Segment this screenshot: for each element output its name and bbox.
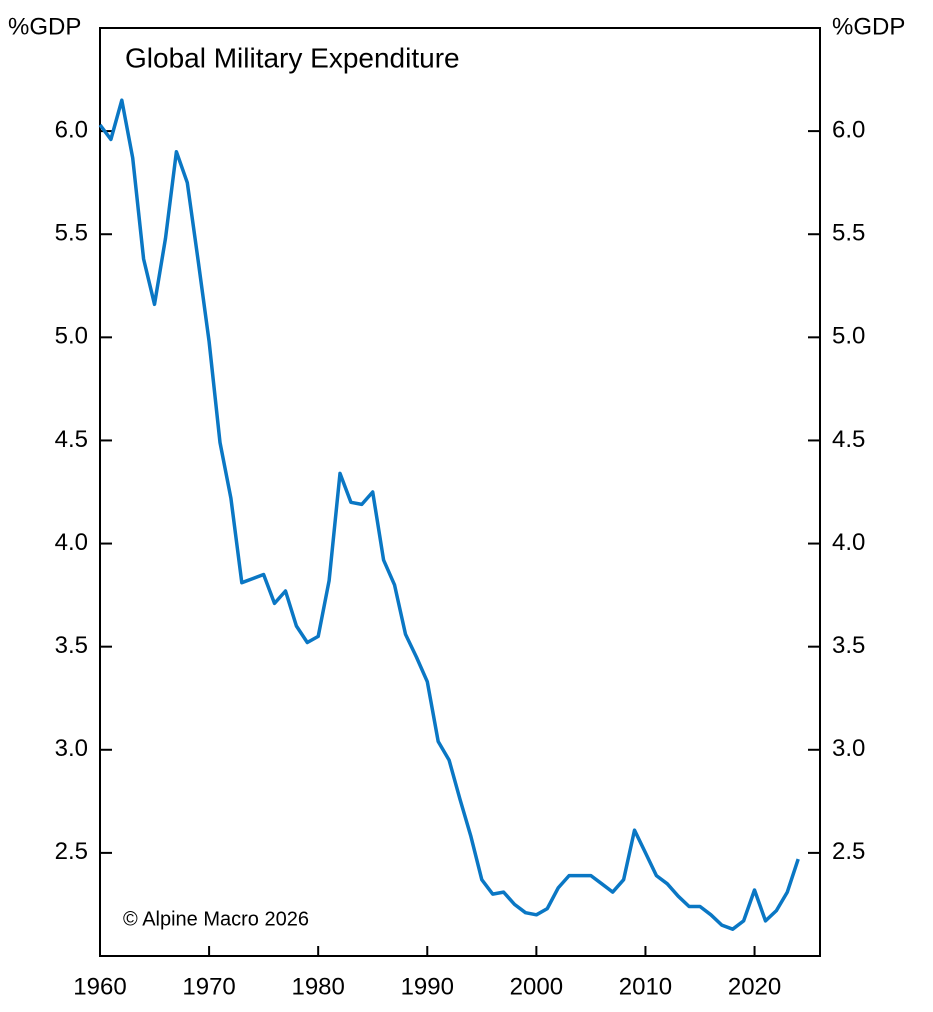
x-tick-label: 1960 [73,973,126,1000]
data-line [98,98,800,931]
y-tick-label: 4.5 [55,426,88,453]
y-axis-label: %GDP [8,13,81,40]
x-tick-label: 2020 [728,973,781,1000]
chart-title: Global Military Expenditure [125,42,460,73]
x-tick-label: 1990 [401,973,454,1000]
y2-tick-label: 2.5 [832,838,865,865]
source-note: © Alpine Macro 2026 [123,908,309,930]
y-tick-label: 2.5 [55,838,88,865]
x-tick-label: 1970 [182,973,235,1000]
y2-tick-label: 3.5 [832,632,865,659]
y-tick-label: 3.0 [55,735,88,762]
y2-tick-label: 4.5 [832,426,865,453]
y-tick-label: 3.5 [55,632,88,659]
y-tick-label: 5.5 [55,220,88,247]
y2-tick-label: 5.5 [832,220,865,247]
y-tick-label: 5.0 [55,323,88,350]
y-tick-label: 6.0 [55,116,88,143]
plot-frame [99,27,821,957]
y-tick-label: 4.0 [55,529,88,556]
y2-tick-label: 6.0 [832,116,865,143]
x-tick-label: 1980 [291,973,344,1000]
y2-axis-label: %GDP [832,13,905,40]
y2-tick-label: 5.0 [832,323,865,350]
x-tick-label: 2010 [619,973,672,1000]
x-tick-label: 2000 [510,973,563,1000]
y2-tick-label: 3.0 [832,735,865,762]
y2-tick-label: 4.0 [832,529,865,556]
